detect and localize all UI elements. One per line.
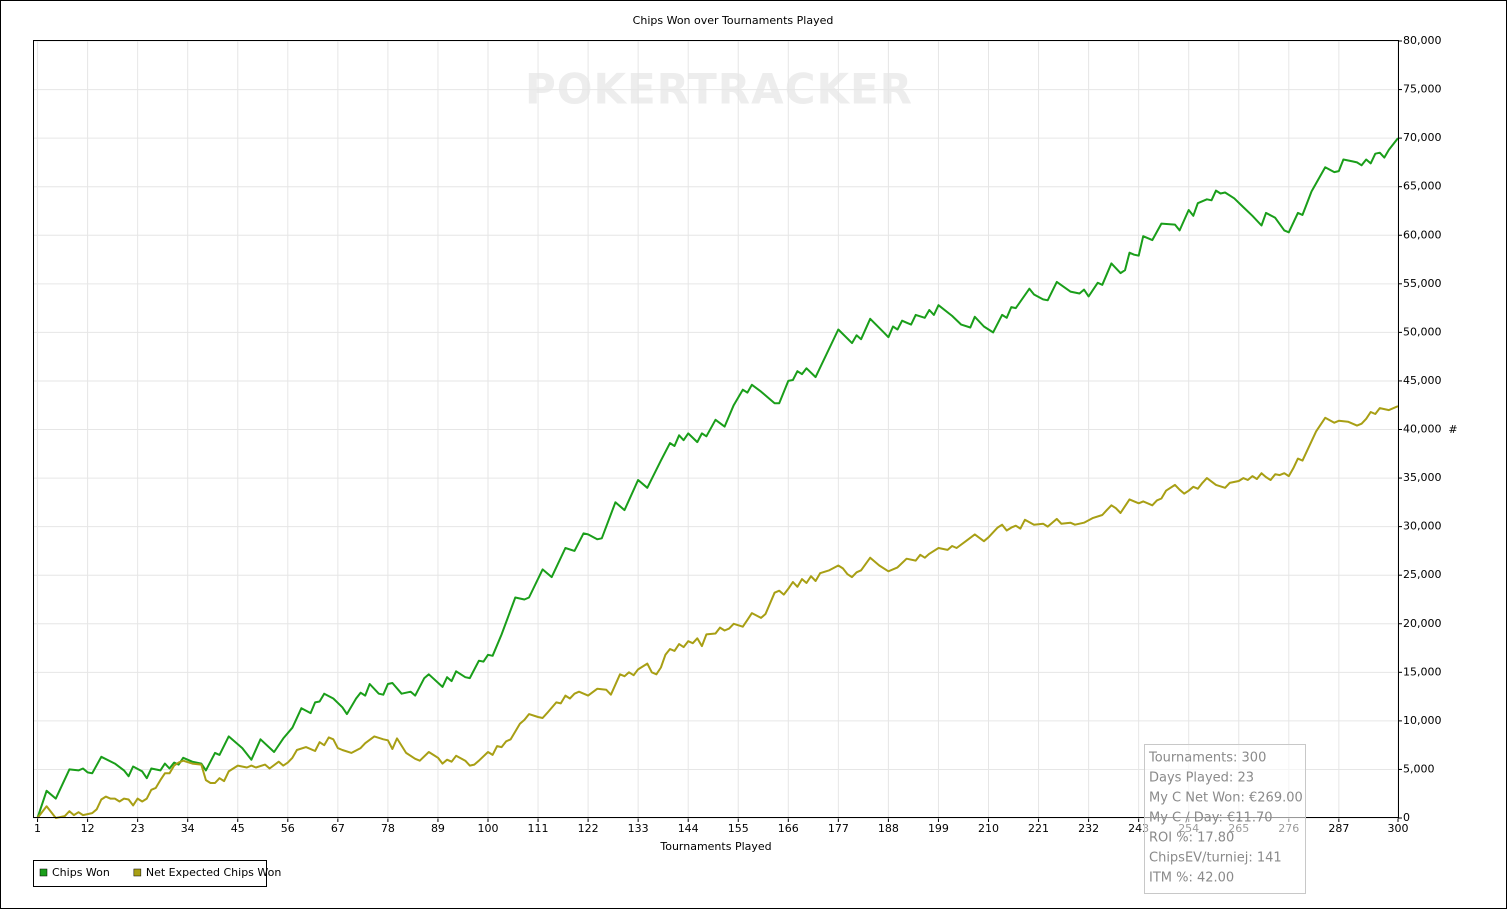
x-tick-label: 122: [578, 822, 599, 835]
x-tick-label: 12: [81, 822, 95, 835]
x-tick-label: 287: [1328, 822, 1349, 835]
x-tick-label: 34: [181, 822, 195, 835]
stat-line: My C / Day: €11.70: [1149, 811, 1273, 826]
y-tick-label: 15,000: [1403, 665, 1442, 678]
y-tick-label: 75,000: [1403, 83, 1442, 96]
x-tick-label: 89: [431, 822, 445, 835]
plot-border: [33, 40, 1399, 818]
x-axis-label: Tournaments Played: [659, 840, 771, 853]
x-tick-label: 133: [628, 822, 649, 835]
x-tick-label: 100: [478, 822, 499, 835]
x-tick-label: 144: [678, 822, 699, 835]
x-tick-label: 1: [34, 822, 41, 835]
x-tick-label: 23: [131, 822, 145, 835]
y-tick-label: 70,000: [1403, 131, 1442, 144]
y-tick-label: 30,000: [1403, 520, 1442, 533]
stat-line: ITM %: 42.00: [1149, 871, 1234, 886]
y-tick-label: 0: [1403, 811, 1410, 824]
y-tick-label: 45,000: [1403, 374, 1442, 387]
series-line: [36, 137, 1399, 819]
legend: [33, 860, 267, 887]
x-tick-label: 243: [1128, 822, 1149, 835]
y-tick-label: 5,000: [1403, 762, 1435, 775]
y-tick-label: 60,000: [1403, 228, 1442, 241]
y-tick-label: 20,000: [1403, 617, 1442, 630]
chart-title: Chips Won over Tournaments Played: [633, 14, 834, 27]
y-tick-label: 40,000: [1403, 423, 1442, 436]
y-tick-label: 50,000: [1403, 325, 1442, 338]
y-tick-label: 25,000: [1403, 568, 1442, 581]
x-tick-label: 221: [1028, 822, 1049, 835]
y-axis-label: #: [1448, 423, 1457, 436]
x-tick-label: 56: [281, 822, 295, 835]
legend-label: Chips Won: [52, 866, 110, 879]
x-tick-label: 155: [728, 822, 749, 835]
x-tick-label: 45: [231, 822, 245, 835]
stat-line: My C Net Won: €269.00: [1149, 791, 1303, 806]
legend-swatch: [39, 868, 48, 877]
x-tick-label: 78: [381, 822, 395, 835]
stat-line: Days Played: 23: [1149, 771, 1254, 786]
x-tick-label: 210: [978, 822, 999, 835]
x-tick-label: 166: [778, 822, 799, 835]
x-tick-label: 67: [331, 822, 345, 835]
x-tick-label: 111: [528, 822, 549, 835]
y-tick-label: 55,000: [1403, 277, 1442, 290]
y-tick-label: 65,000: [1403, 180, 1442, 193]
watermark: POKERTRACKER: [525, 65, 913, 114]
stat-line: ChipsEV/turniej: 141: [1149, 851, 1282, 866]
stat-line: ROI %: 17.80: [1149, 831, 1234, 846]
x-tick-label: 188: [878, 822, 899, 835]
legend-label: Net Expected Chips Won: [146, 866, 282, 879]
series-line: [36, 405, 1399, 819]
y-tick-label: 80,000: [1403, 34, 1442, 47]
y-tick-label: 35,000: [1403, 471, 1442, 484]
legend-swatch: [133, 868, 142, 877]
x-tick-label: 232: [1078, 822, 1099, 835]
x-tick-label: 300: [1388, 822, 1409, 835]
y-tick-label: 10,000: [1403, 714, 1442, 727]
stats-box: [1144, 744, 1306, 894]
x-tick-label: 177: [828, 822, 849, 835]
stat-line: Tournaments: 300: [1148, 751, 1266, 766]
x-tick-label: 199: [928, 822, 949, 835]
